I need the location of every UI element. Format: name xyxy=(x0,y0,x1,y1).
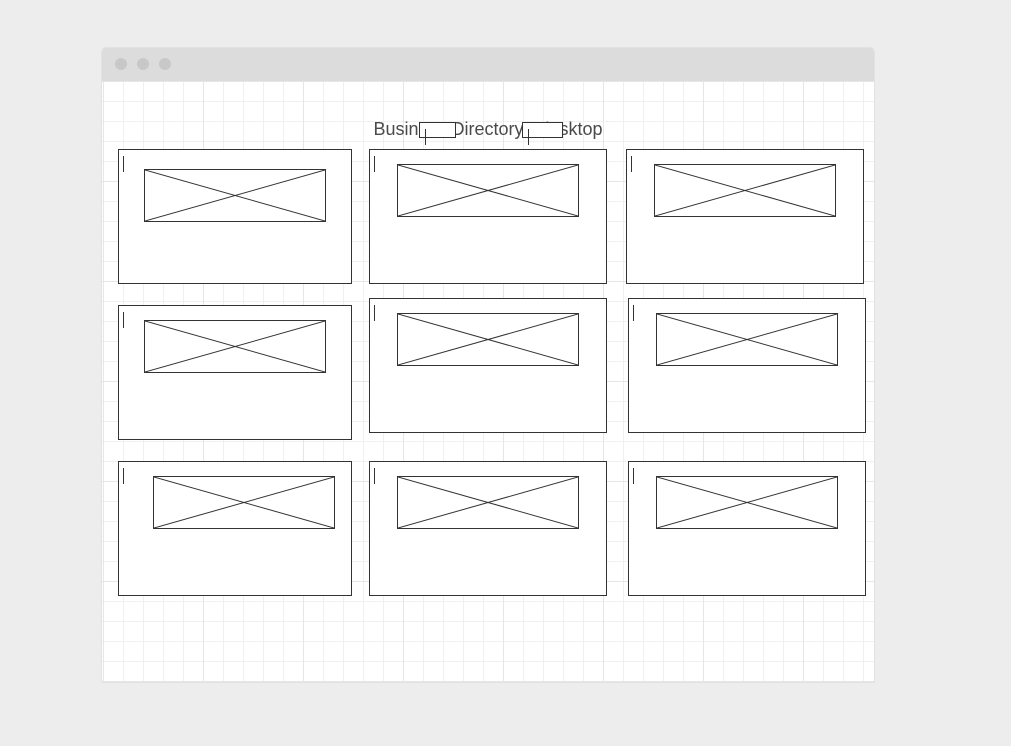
minimize-dot-icon[interactable] xyxy=(137,58,149,70)
image-placeholder-icon xyxy=(144,320,326,373)
text-cursor-icon xyxy=(123,312,124,328)
text-cursor-icon xyxy=(374,305,375,321)
business-card[interactable] xyxy=(628,461,866,596)
business-card[interactable] xyxy=(118,461,352,596)
close-dot-icon[interactable] xyxy=(115,58,127,70)
image-placeholder-icon xyxy=(397,476,579,529)
text-cursor-icon xyxy=(374,156,375,172)
image-placeholder-icon xyxy=(656,313,838,366)
page-title: Business Directory - desktop xyxy=(373,119,603,139)
window-titlebar xyxy=(102,48,874,81)
text-cursor-icon xyxy=(633,468,634,484)
image-placeholder-icon xyxy=(144,169,326,222)
business-card[interactable] xyxy=(118,305,352,440)
business-card[interactable] xyxy=(626,149,864,284)
browser-window: Business Directory - desktop xyxy=(102,48,874,682)
business-card[interactable] xyxy=(369,298,607,433)
wireframe-canvas: Business Directory - desktop xyxy=(102,81,874,682)
maximize-dot-icon[interactable] xyxy=(159,58,171,70)
business-card[interactable] xyxy=(118,149,352,284)
image-placeholder-icon xyxy=(153,476,335,529)
text-cursor-icon xyxy=(633,305,634,321)
search-field-2[interactable] xyxy=(522,122,563,145)
image-placeholder-icon xyxy=(397,313,579,366)
image-placeholder-icon xyxy=(654,164,836,217)
text-cursor-icon xyxy=(528,129,529,145)
business-card[interactable] xyxy=(369,461,607,596)
text-cursor-icon xyxy=(374,468,375,484)
search-field-1[interactable] xyxy=(419,122,456,145)
text-cursor-icon xyxy=(123,156,124,172)
text-cursor-icon xyxy=(631,156,632,172)
text-cursor-icon xyxy=(123,468,124,484)
text-cursor-icon xyxy=(425,129,426,145)
business-card[interactable] xyxy=(628,298,866,433)
image-placeholder-icon xyxy=(656,476,838,529)
business-card[interactable] xyxy=(369,149,607,284)
image-placeholder-icon xyxy=(397,164,579,217)
